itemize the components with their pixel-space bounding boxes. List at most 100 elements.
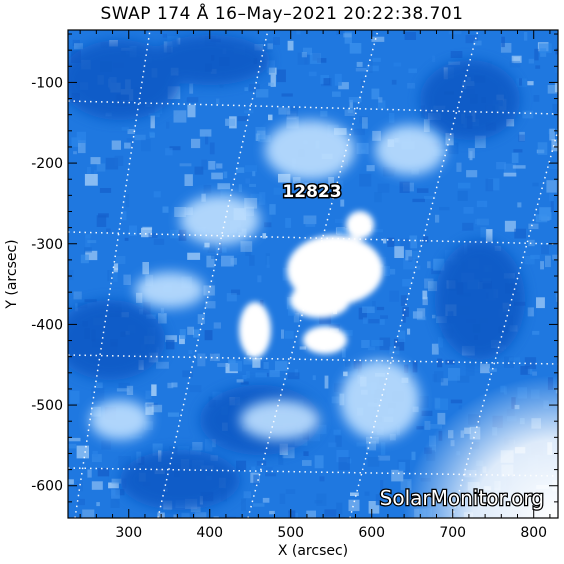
texture-pixel	[320, 110, 328, 117]
texture-pixel	[78, 140, 86, 154]
texture-pixel	[290, 105, 299, 114]
texture-pixel	[150, 115, 155, 129]
texture-pixel	[547, 85, 557, 94]
x-tick-label: 600	[358, 525, 385, 541]
texture-pixel	[301, 52, 307, 58]
texture-pixel	[362, 117, 368, 129]
texture-pixel	[360, 149, 366, 154]
texture-pixel	[84, 174, 98, 186]
x-axis-label: X (arcsec)	[278, 543, 348, 559]
texture-pixel	[203, 184, 212, 194]
texture-pixel	[372, 57, 381, 62]
texture-pixel	[171, 382, 178, 388]
texture-pixel	[90, 157, 101, 165]
texture-pixel	[485, 178, 494, 192]
texture-pixel	[556, 128, 558, 137]
texture-pixel	[87, 240, 97, 244]
texture-pixel	[243, 491, 252, 499]
texture-pixel	[552, 254, 558, 260]
texture-pixel	[317, 58, 327, 63]
texture-pixel	[124, 142, 131, 149]
texture-pixel	[267, 43, 273, 50]
texture-pixel	[469, 151, 473, 161]
texture-pixel	[353, 128, 365, 136]
texture-pixel	[474, 135, 486, 148]
texture-pixel	[213, 322, 221, 329]
texture-pixel	[253, 503, 265, 507]
texture-pixel	[193, 329, 200, 338]
texture-pixel	[148, 113, 160, 118]
texture-pixel	[268, 67, 277, 75]
texture-pixel	[366, 65, 379, 72]
texture-pixel	[158, 313, 167, 324]
texture-pixel	[269, 370, 280, 378]
texture-pixel	[250, 193, 262, 200]
texture-pixel	[476, 218, 489, 226]
texture-pixel	[118, 382, 130, 390]
texture-pixel	[503, 172, 517, 177]
texture-pixel	[377, 100, 386, 110]
texture-pixel	[203, 285, 215, 296]
texture-pixel	[96, 215, 107, 227]
texture-pixel	[68, 443, 77, 449]
texture-pixel	[245, 178, 251, 184]
texture-pixel	[297, 52, 308, 65]
texture-pixel	[70, 390, 80, 404]
texture-pixel	[75, 303, 79, 312]
texture-pixel	[216, 163, 223, 169]
texture-pixel	[167, 382, 174, 389]
texture-pixel	[264, 222, 272, 228]
texture-pixel	[465, 34, 478, 44]
texture-pixel	[149, 131, 155, 137]
texture-pixel	[71, 137, 81, 147]
texture-pixel	[373, 229, 383, 233]
region-label: 12823	[282, 182, 341, 202]
texture-pixel	[91, 387, 105, 401]
texture-pixel	[439, 206, 450, 211]
texture-pixel	[545, 255, 551, 268]
texture-pixel	[384, 266, 390, 277]
texture-pixel	[302, 47, 312, 55]
texture-pixel	[513, 149, 523, 153]
texture-pixel	[96, 502, 100, 507]
texture-pixel	[72, 39, 80, 47]
texture-pixel	[160, 307, 164, 315]
texture-pixel	[113, 267, 118, 273]
texture-pixel	[98, 213, 109, 218]
x-tick-label: 700	[439, 525, 466, 541]
texture-pixel	[204, 242, 210, 248]
texture-pixel	[206, 255, 215, 268]
texture-pixel	[383, 238, 387, 244]
texture-pixel	[405, 250, 412, 261]
texture-pixel	[76, 445, 89, 459]
texture-pixel	[126, 385, 134, 395]
texture-pixel	[252, 171, 256, 177]
texture-pixel	[208, 161, 216, 170]
texture-pixel	[105, 157, 119, 170]
watermark: SolarMonitor.org	[380, 486, 544, 510]
texture-pixel	[230, 257, 237, 265]
texture-pixel	[463, 207, 474, 214]
texture-pixel	[328, 177, 335, 187]
x-tick-label: 400	[196, 525, 223, 541]
texture-pixel	[188, 349, 193, 355]
texture-pixel	[204, 330, 213, 341]
texture-pixel	[141, 139, 151, 152]
x-tick-label: 300	[115, 525, 142, 541]
texture-pixel	[249, 255, 255, 266]
texture-pixel	[275, 361, 288, 371]
texture-pixel	[115, 256, 126, 265]
texture-pixel	[191, 138, 201, 149]
texture-pixel	[266, 256, 270, 268]
texture-pixel	[424, 196, 436, 200]
texture-pixel	[244, 110, 254, 114]
texture-pixel	[184, 174, 193, 186]
texture-pixel	[555, 66, 558, 73]
texture-pixel	[514, 228, 526, 239]
texture-pixel	[480, 227, 487, 238]
texture-pixel	[115, 488, 125, 496]
texture-pixel	[225, 118, 235, 126]
texture-pixel	[96, 163, 106, 172]
texture-pixel	[145, 390, 152, 399]
texture-pixel	[323, 78, 331, 86]
